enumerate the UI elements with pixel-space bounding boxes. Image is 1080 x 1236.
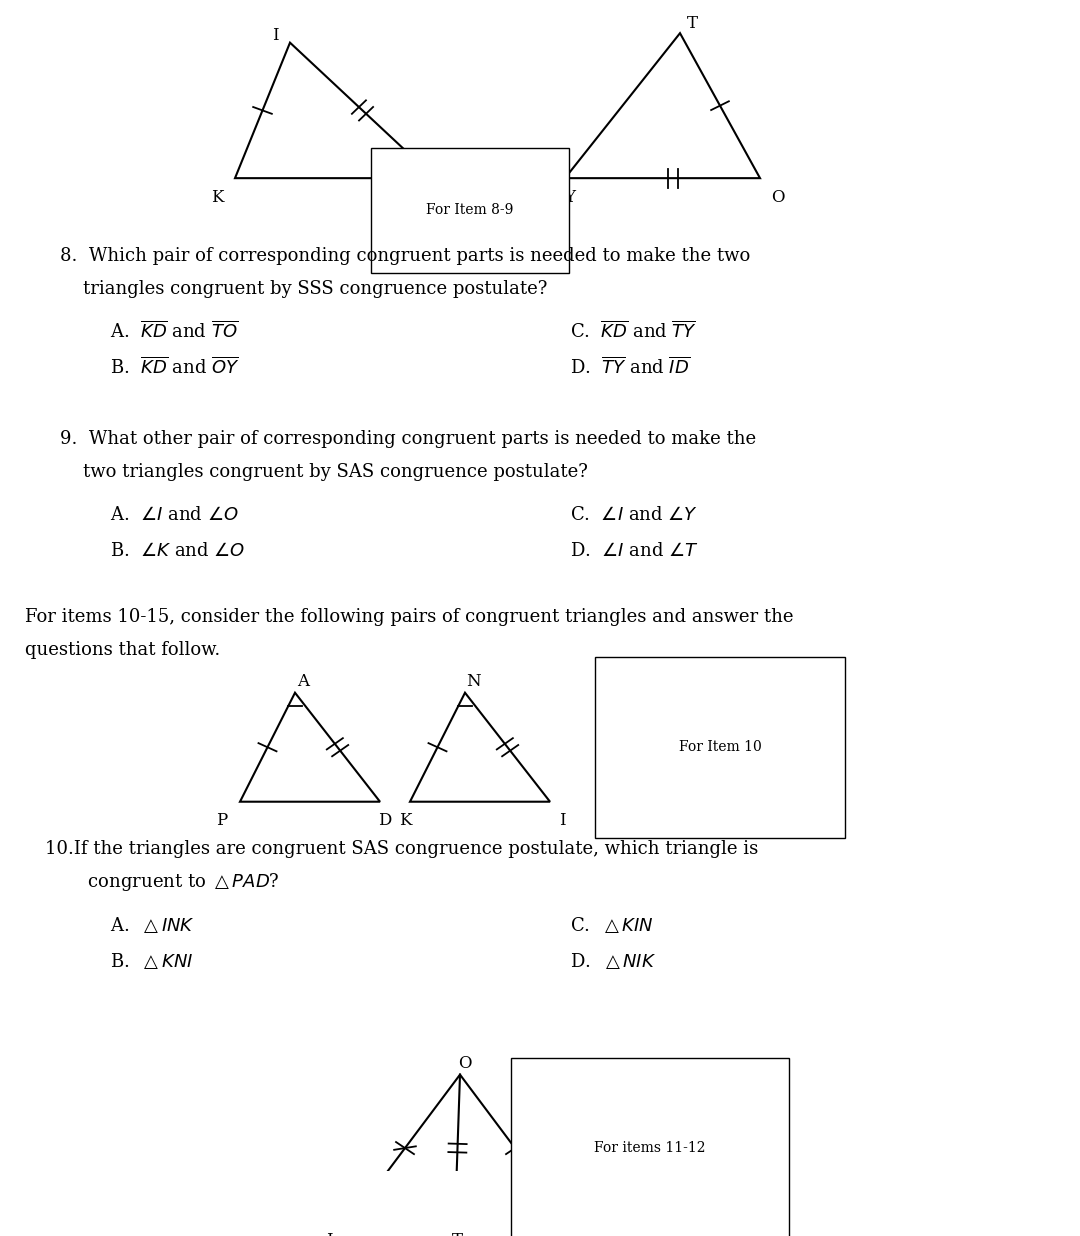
Text: B.  $\triangle KNI$: B. $\triangle KNI$ [110,950,193,971]
Text: A.  $\triangle INK$: A. $\triangle INK$ [110,915,194,934]
Text: Y: Y [565,189,576,205]
Text: questions that follow.: questions that follow. [25,641,220,659]
Text: 9.  What other pair of corresponding congruent parts is needed to make the: 9. What other pair of corresponding cong… [60,430,756,447]
Text: A.  $\angle I$ and $\angle O$: A. $\angle I$ and $\angle O$ [110,506,239,524]
Text: L: L [326,1232,337,1236]
Text: congruent to $\triangle PAD$?: congruent to $\triangle PAD$? [65,871,280,894]
Text: For Item 10: For Item 10 [678,740,761,754]
Text: P: P [216,812,228,829]
Text: C.  $\overline{KD}$ and $\overline{TY}$: C. $\overline{KD}$ and $\overline{TY}$ [570,321,697,342]
Text: C.  $\triangle KIN$: C. $\triangle KIN$ [570,915,653,934]
Text: A: A [297,672,309,690]
Text: K: K [211,189,224,205]
Text: I: I [558,812,565,829]
Text: triangles congruent by SSS congruence postulate?: triangles congruent by SSS congruence po… [60,281,548,298]
Text: D.  $\triangle NIK$: D. $\triangle NIK$ [570,950,657,971]
Text: A.  $\overline{KD}$ and $\overline{TO}$: A. $\overline{KD}$ and $\overline{TO}$ [110,321,239,342]
Text: two triangles congruent by SAS congruence postulate?: two triangles congruent by SAS congruenc… [60,464,588,481]
Text: For items 11-12: For items 11-12 [594,1141,705,1156]
Text: D: D [433,189,447,205]
Text: For items 10-15, consider the following pairs of congruent triangles and answer : For items 10-15, consider the following … [25,608,794,625]
Text: B.  $\overline{KD}$ and $\overline{OY}$: B. $\overline{KD}$ and $\overline{OY}$ [110,357,240,378]
Text: B.  $\angle K$ and $\angle O$: B. $\angle K$ and $\angle O$ [110,541,245,560]
Text: P: P [582,1232,594,1236]
Text: D.  $\angle I$ and $\angle T$: D. $\angle I$ and $\angle T$ [570,541,699,560]
Text: C.  $\angle I$ and $\angle Y$: C. $\angle I$ and $\angle Y$ [570,506,698,524]
Text: K: K [399,812,411,829]
Text: D.  $\overline{TY}$ and $\overline{ID}$: D. $\overline{TY}$ and $\overline{ID}$ [570,357,690,378]
Text: O: O [771,189,785,205]
Text: N: N [465,672,481,690]
Text: I: I [272,26,279,43]
Text: For Item 8-9: For Item 8-9 [427,204,514,218]
Text: O: O [458,1054,472,1072]
Text: 8.  Which pair of corresponding congruent parts is needed to make the two: 8. Which pair of corresponding congruent… [60,247,751,265]
Text: D: D [378,812,392,829]
Text: T: T [451,1232,462,1236]
Text: T: T [687,15,698,32]
Text: 10.If the triangles are congruent SAS congruence postulate, which triangle is: 10.If the triangles are congruent SAS co… [45,840,758,858]
